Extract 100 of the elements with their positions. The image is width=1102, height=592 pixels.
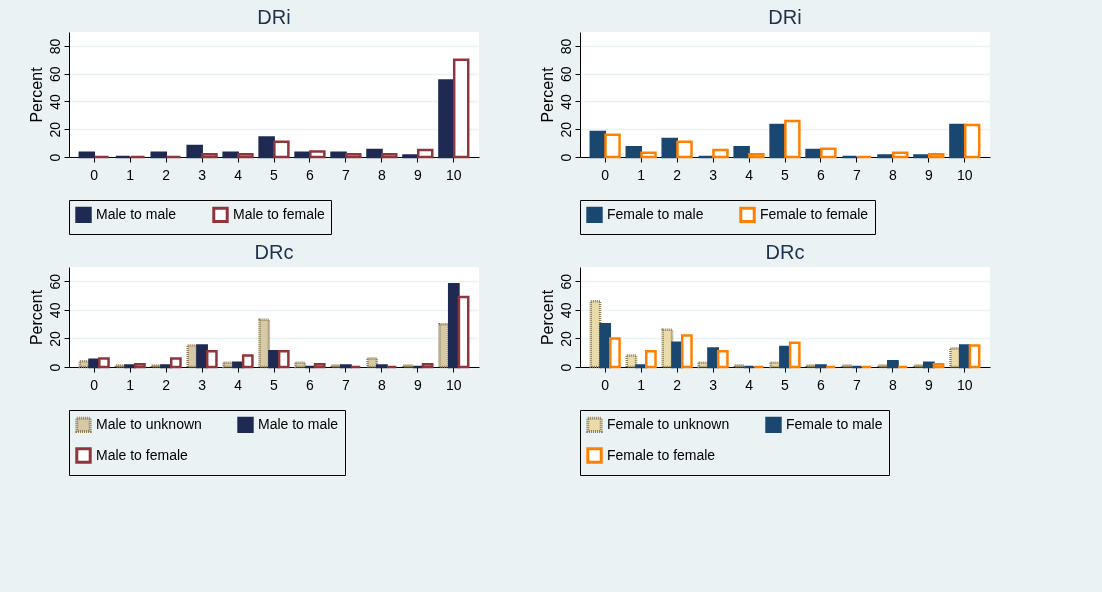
x-tick-label: 9 xyxy=(924,166,933,183)
chart-title: DRc xyxy=(765,241,805,263)
x-tick-label: 0 xyxy=(601,166,610,183)
bar xyxy=(294,151,311,159)
x-tick-label: 2 xyxy=(162,166,171,183)
y-tick-label: 0 xyxy=(557,363,574,372)
x-tick-label: 1 xyxy=(126,376,135,393)
bar xyxy=(625,354,638,369)
bar xyxy=(958,344,971,369)
x-tick-label: 5 xyxy=(270,166,279,183)
bar xyxy=(769,123,786,159)
bar xyxy=(196,344,208,369)
bar xyxy=(330,151,347,159)
bar xyxy=(438,79,455,159)
x-tick-label: 3 xyxy=(709,376,718,393)
legend-label: Male to female xyxy=(96,446,189,463)
legend-label: Female to unknown xyxy=(607,415,730,432)
x-tick-label: 9 xyxy=(413,166,422,183)
legend-label: Male to unknown xyxy=(96,415,202,432)
x-tick-label: 7 xyxy=(342,376,351,393)
y-tick-label: 40 xyxy=(557,93,574,110)
x-tick-label: 8 xyxy=(378,376,386,393)
x-tick-label: 1 xyxy=(126,166,135,183)
y-tick-label: 20 xyxy=(46,330,63,347)
bar xyxy=(294,361,307,369)
bar xyxy=(447,282,460,369)
y-tick-label: 80 xyxy=(46,38,63,55)
x-tick-label: 2 xyxy=(162,376,171,393)
y-tick-label: 20 xyxy=(557,121,574,138)
bar xyxy=(661,137,678,159)
bar xyxy=(258,318,271,369)
y-axis-title: Percent xyxy=(538,289,556,346)
legend-label: Female to male xyxy=(607,205,704,222)
x-tick-label: 4 xyxy=(234,376,243,393)
bar xyxy=(949,347,961,369)
bar xyxy=(671,341,683,369)
x-tick-label: 10 xyxy=(446,376,462,393)
bar xyxy=(589,130,607,159)
y-tick-label: 40 xyxy=(46,93,63,110)
x-tick-label: 8 xyxy=(378,166,386,183)
x-tick-label: 10 xyxy=(957,376,973,393)
bar xyxy=(232,361,244,369)
x-tick-label: 2 xyxy=(673,376,682,393)
x-tick-label: 2 xyxy=(673,166,682,183)
y-tick-label: 80 xyxy=(557,38,574,55)
chart-title: DRi xyxy=(257,6,291,28)
y-axis-title: Percent xyxy=(538,66,556,123)
bar xyxy=(887,360,899,369)
chart-title: DRi xyxy=(768,6,802,28)
y-tick-label: 60 xyxy=(557,66,574,82)
x-tick-label: 5 xyxy=(270,376,279,393)
x-tick-label: 0 xyxy=(90,166,99,183)
x-tick-label: 5 xyxy=(781,166,790,183)
y-axis-title: Percent xyxy=(27,289,45,346)
legend-label: Female to male xyxy=(786,415,883,432)
x-tick-label: 7 xyxy=(853,166,862,183)
x-tick-label: 1 xyxy=(637,166,646,183)
x-tick-label: 10 xyxy=(446,166,462,183)
y-tick-label: 40 xyxy=(46,302,63,319)
x-tick-label: 8 xyxy=(889,166,897,183)
y-tick-label: 60 xyxy=(557,273,574,290)
bar xyxy=(779,345,791,369)
y-tick-label: 40 xyxy=(557,302,574,319)
x-tick-label: 6 xyxy=(306,166,315,183)
x-tick-label: 9 xyxy=(413,376,422,393)
bar xyxy=(438,322,450,369)
bar xyxy=(258,136,275,159)
x-tick-label: 9 xyxy=(924,376,933,393)
bar xyxy=(150,151,167,159)
bar xyxy=(599,322,612,369)
legend-label: Male to male xyxy=(96,205,177,222)
x-tick-label: 4 xyxy=(745,166,754,183)
bar xyxy=(661,328,674,369)
bar xyxy=(268,350,280,369)
bar xyxy=(222,151,239,159)
legend-label: Female to female xyxy=(760,205,869,222)
y-tick-label: 0 xyxy=(46,363,63,372)
x-tick-label: 10 xyxy=(957,166,973,183)
bar xyxy=(922,361,935,369)
y-tick-label: 0 xyxy=(46,153,63,162)
x-tick-label: 7 xyxy=(342,166,351,183)
x-tick-label: 4 xyxy=(234,166,243,183)
y-tick-label: 20 xyxy=(557,330,574,347)
y-tick-label: 20 xyxy=(46,121,63,138)
y-tick-label: 0 xyxy=(557,153,574,162)
bar xyxy=(625,146,643,159)
x-tick-label: 0 xyxy=(601,376,610,393)
y-tick-label: 60 xyxy=(46,66,63,82)
y-tick-label: 60 xyxy=(46,273,63,290)
bar xyxy=(78,151,96,159)
x-tick-label: 3 xyxy=(709,166,718,183)
bar xyxy=(707,347,719,369)
x-tick-label: 6 xyxy=(817,166,826,183)
bar xyxy=(366,148,383,159)
x-tick-label: 7 xyxy=(853,376,862,393)
x-tick-label: 1 xyxy=(637,376,646,393)
y-axis-title: Percent xyxy=(27,66,45,123)
x-tick-label: 3 xyxy=(198,166,207,183)
x-tick-label: 0 xyxy=(90,376,99,393)
bar xyxy=(88,358,101,369)
